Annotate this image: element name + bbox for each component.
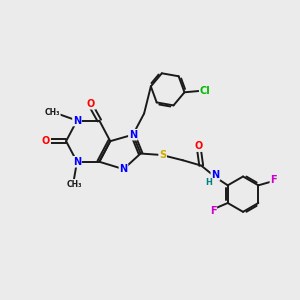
Text: S: S	[159, 150, 166, 160]
Text: F: F	[270, 175, 277, 185]
Text: O: O	[42, 136, 50, 146]
Text: O: O	[87, 99, 95, 109]
Text: N: N	[211, 170, 219, 180]
Text: N: N	[73, 116, 81, 126]
Text: CH₃: CH₃	[66, 180, 82, 189]
Text: N: N	[129, 130, 137, 140]
Text: O: O	[195, 141, 203, 151]
Text: F: F	[210, 206, 216, 216]
Text: CH₃: CH₃	[44, 108, 60, 117]
Text: N: N	[119, 164, 128, 174]
Text: N: N	[73, 157, 81, 167]
Text: H: H	[205, 178, 212, 187]
Text: Cl: Cl	[200, 86, 211, 96]
